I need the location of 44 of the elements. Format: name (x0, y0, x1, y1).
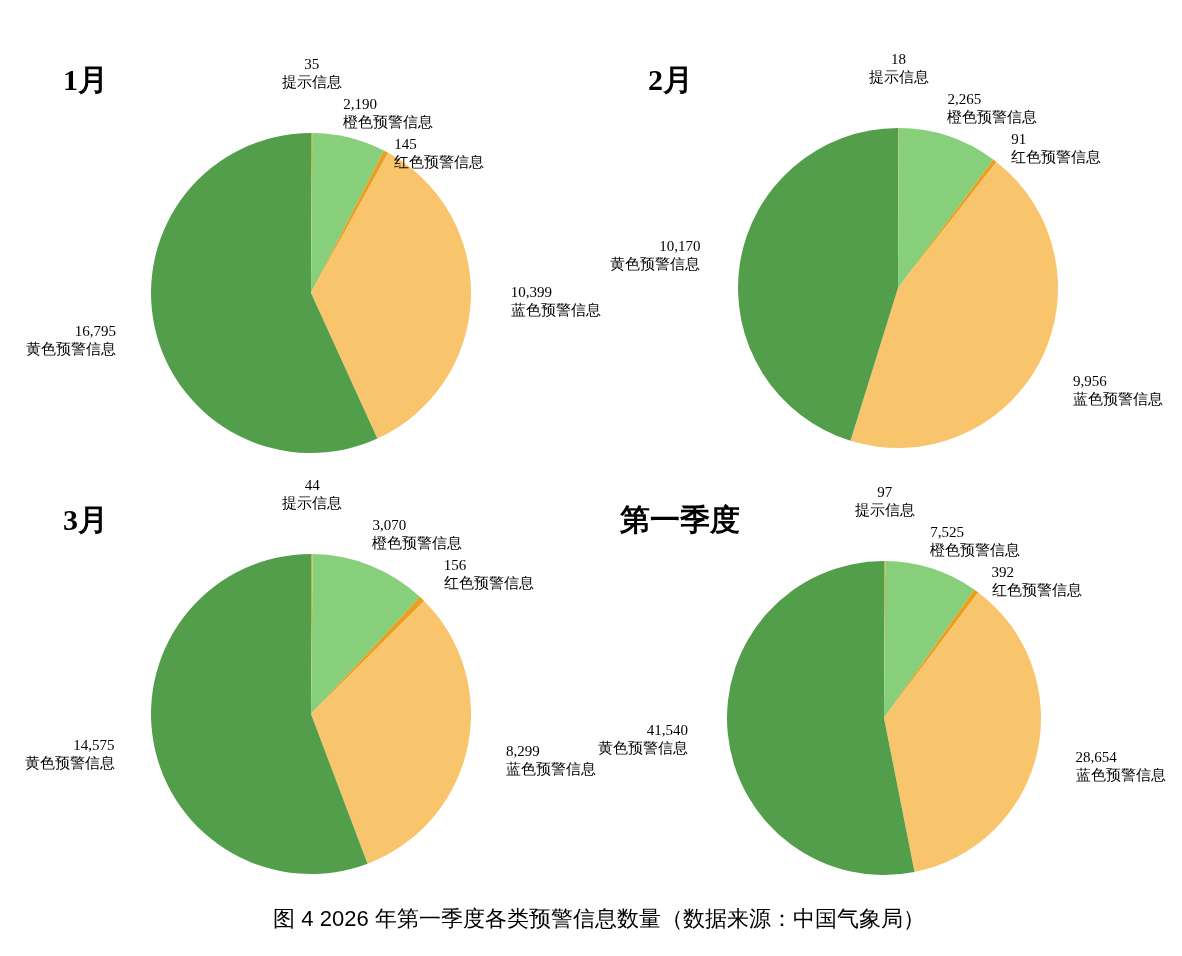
data-label: 16,795 (74, 322, 117, 339)
data-label: 9,956 (1072, 373, 1108, 390)
slice-label: 黄色预警信息 (598, 740, 689, 757)
text: 3月 (63, 503, 108, 536)
slice-label: 提示信息 (281, 74, 342, 90)
slice-label: 蓝色预警信息 (510, 302, 601, 319)
data-label: 10,170 (659, 237, 701, 254)
data-label: 3,070 (372, 517, 407, 533)
slice-label: 橙色预警信息 (947, 109, 1038, 125)
data-label: 35 (304, 56, 320, 72)
slice-label: 红色预警信息 (1011, 149, 1102, 165)
data-label: 145 (394, 136, 417, 152)
slice-label: 橙色预警信息 (343, 114, 434, 130)
data-label: 41,540 (646, 722, 689, 739)
data-label: 10,399 (510, 284, 553, 301)
caption: 图 4 2026 年第一季度各类预警信息数量（数据来源：中国气象局） (273, 906, 925, 931)
slice-label: 蓝色预警信息 (1075, 767, 1166, 784)
slice-label: 橙色预警信息 (372, 535, 463, 551)
data-label: 8,299 (506, 743, 540, 760)
text: 第一季度 (619, 503, 740, 536)
slice-label: 黄色预警信息 (26, 340, 117, 357)
data-label: 7,525 (930, 524, 964, 540)
slice-label: 蓝色预警信息 (1072, 391, 1163, 408)
slice-label: 红色预警信息 (991, 582, 1082, 598)
data-label: 392 (991, 564, 1015, 580)
chart-title: 2月 (648, 63, 693, 96)
data-label: 2,190 (343, 96, 378, 112)
chart-title: 1月 (63, 63, 108, 96)
slice-label: 黄色预警信息 (24, 754, 115, 771)
slice-label: 蓝色预警信息 (506, 761, 597, 778)
data-label: 44 (304, 477, 321, 493)
data-label: 14,575 (73, 736, 115, 753)
data-label: 91 (1011, 131, 1027, 147)
slice-label: 提示信息 (282, 495, 343, 511)
slice-label: 红色预警信息 (443, 575, 534, 591)
data-label: 156 (443, 557, 467, 573)
slice-label: 黄色预警信息 (610, 255, 701, 272)
data-label: 18 (891, 51, 907, 67)
data-label: 2,265 (947, 91, 982, 107)
slice-label: 橙色预警信息 (930, 542, 1021, 558)
slice-label: 提示信息 (854, 502, 915, 518)
data-label: 28,654 (1075, 749, 1118, 766)
slice-label: 提示信息 (868, 69, 929, 85)
data-label: 97 (877, 484, 893, 500)
